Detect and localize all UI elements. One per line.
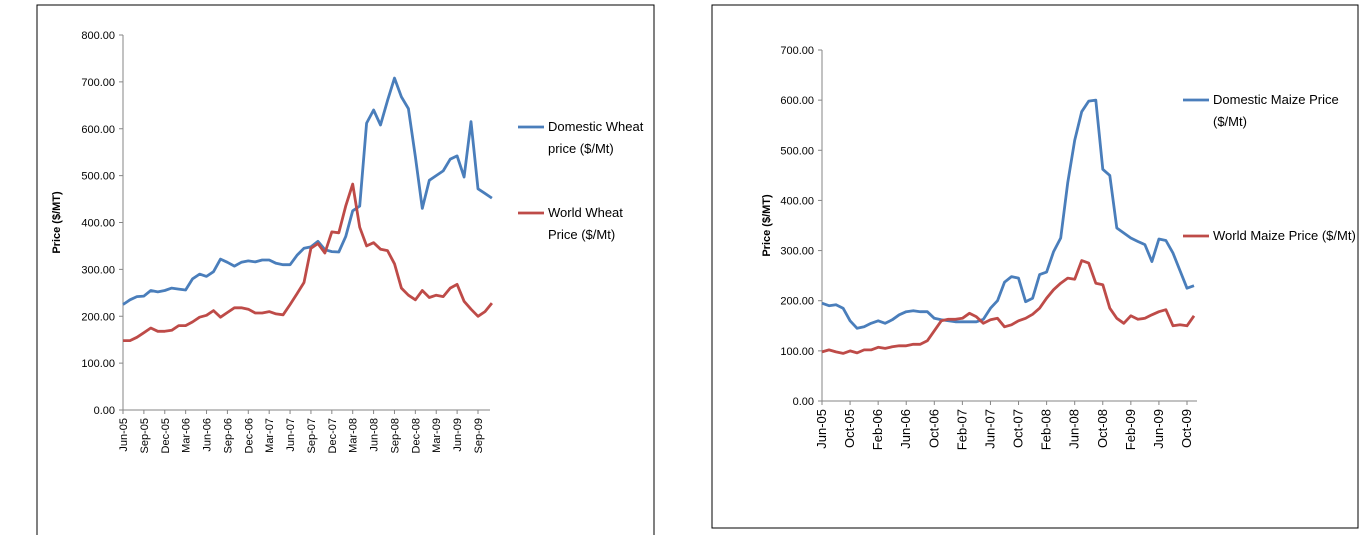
y-tick-label: 100.00 <box>780 346 814 358</box>
y-tick-label: 300.00 <box>780 246 814 258</box>
x-tick-label: Feb-09 <box>1123 409 1138 450</box>
x-tick-label: Sep-05 <box>139 418 151 453</box>
data-line <box>821 98 1195 330</box>
y-axis-title: Price ($/MT) <box>51 191 63 254</box>
y-tick-label: 800.00 <box>81 30 115 42</box>
chart-frame <box>36 4 655 535</box>
x-tick-label: Jun-09 <box>1151 409 1166 449</box>
y-tick-label: 0.00 <box>793 396 814 408</box>
x-tick-label: Sep-09 <box>473 418 485 453</box>
data-line <box>821 259 1196 355</box>
legend-label: Domestic Maize Price ($/Mt) <box>1213 92 1339 129</box>
x-tick-label: Dec-05 <box>160 418 172 453</box>
y-tick-label: 400.00 <box>780 195 814 207</box>
y-axis-title: Price ($/MT) <box>761 194 773 257</box>
x-tick-label: Dec-08 <box>410 418 422 453</box>
x-tick-label: Jun-08 <box>1067 409 1082 449</box>
x-tick-label: Mar-08 <box>348 418 360 453</box>
x-tick-label: Oct-09 <box>1179 409 1194 448</box>
y-tick-label: 300.00 <box>81 264 115 276</box>
x-tick-label: Jun-05 <box>118 418 130 452</box>
legend-label: Domestic Wheat price ($/Mt) <box>548 119 644 156</box>
x-tick-label: Dec-07 <box>327 418 339 453</box>
y-tick-label: 700.00 <box>780 45 814 57</box>
x-tick-label: Mar-09 <box>431 418 443 453</box>
y-tick-label: 200.00 <box>780 296 814 308</box>
y-tick-label: 0.00 <box>94 405 115 417</box>
x-tick-label: Oct-07 <box>1011 409 1026 448</box>
x-tick-label: Jun-09 <box>452 418 464 452</box>
data-line <box>123 182 493 342</box>
y-tick-label: 600.00 <box>780 95 814 107</box>
x-tick-label: Sep-08 <box>389 418 401 453</box>
y-tick-label: 100.00 <box>81 358 115 370</box>
x-tick-label: Dec-06 <box>243 418 255 453</box>
x-tick-label: Feb-06 <box>870 409 885 450</box>
y-tick-label: 200.00 <box>81 311 115 323</box>
y-tick-label: 700.00 <box>81 77 115 89</box>
x-tick-label: Jun-07 <box>982 409 997 449</box>
x-tick-label: Sep-07 <box>306 418 318 453</box>
x-tick-label: Oct-08 <box>1095 409 1110 448</box>
x-tick-label: Feb-08 <box>1039 409 1054 450</box>
y-tick-label: 500.00 <box>81 171 115 183</box>
x-tick-label: Jun-06 <box>202 418 214 452</box>
x-tick-label: Jun-06 <box>898 409 913 449</box>
x-tick-label: Jun-05 <box>814 409 829 449</box>
x-tick-label: Oct-06 <box>926 409 941 448</box>
data-line <box>122 76 493 306</box>
x-tick-label: Jun-08 <box>369 418 381 452</box>
x-tick-label: Sep-06 <box>222 418 234 453</box>
y-tick-label: 400.00 <box>81 218 115 230</box>
y-tick-label: 500.00 <box>780 145 814 157</box>
x-tick-label: Oct-05 <box>842 409 857 448</box>
x-tick-label: Jun-07 <box>285 418 297 452</box>
chart-frame <box>711 4 1359 529</box>
legend-label: World Maize Price ($/Mt) <box>1213 228 1356 243</box>
x-tick-label: Mar-07 <box>264 418 276 453</box>
x-tick-label: Mar-06 <box>181 418 193 453</box>
y-tick-label: 600.00 <box>81 124 115 136</box>
x-tick-label: Feb-07 <box>954 409 969 450</box>
legend-label: World Wheat Price ($/Mt) <box>548 205 623 242</box>
